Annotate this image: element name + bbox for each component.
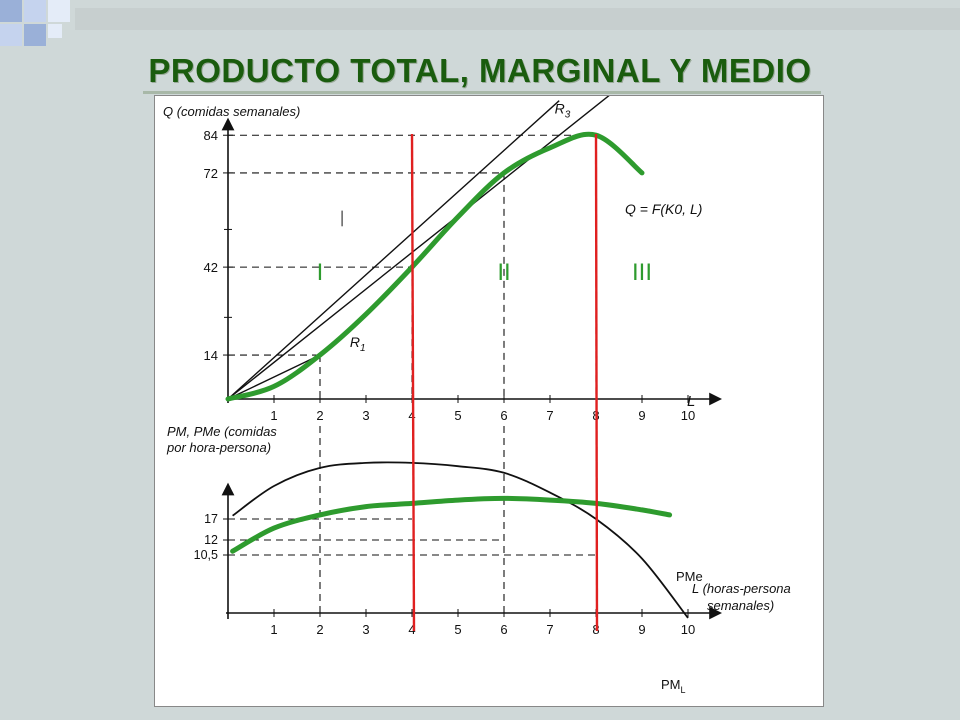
stage-boundary-8 [594,133,599,632]
bottom-x-tick-label: 10 [681,622,695,637]
bottom-x-tick-label: 6 [500,622,507,637]
series-label-PML: PML [661,677,686,695]
ray-R1 [227,354,321,400]
top-y-tick-label: 14 [204,348,218,363]
bottom-x-tick-label: 1 [270,622,277,637]
ray-label-R1: R1 [350,334,366,354]
stage-boundary-lines [410,133,599,632]
curve-label-Q: Q = F(K0, L) [625,201,702,217]
top-x-tick-label: 5 [454,408,461,423]
stage-label-II: II [497,259,510,286]
bottom-x-tick-label: 3 [362,622,369,637]
top-x-tick-label: 9 [638,408,645,423]
bottom-x-tick-label: 9 [638,622,645,637]
bottom-xlabel-line2: semanales) [707,598,774,613]
top-y-tick-label: 42 [204,260,218,275]
ray-R3 [227,100,560,400]
bottom-ylabel-line1: PM, PMe (comidas [167,424,277,439]
stage-boundary-4 [410,133,416,632]
stage-label-III: III [632,259,652,286]
slide-title: PRODUCTO TOTAL, MARGINAL Y MEDIO [148,52,812,89]
top-x-tick-label: 6 [500,408,507,423]
bottom-y-tick-label: 10,5 [194,548,218,562]
top-x-tick-label: 7 [546,408,553,423]
top-x-tick-label: 2 [316,408,323,423]
bottom-x-tick-label: 5 [454,622,461,637]
top-stage-labels: I II III [317,259,652,286]
top-ylabel: Q (comidas semanales) [163,104,300,119]
top-xlabel: L [687,393,695,410]
marginal-average-product-chart: PM, PMe (comidas por hora-persona) L (ho… [166,424,791,695]
average-product-curve [230,495,673,554]
bottom-xlabel-line1: L (horas-persona [692,581,791,596]
top-decoration-bar [75,8,960,30]
bottom-x-tick-label: 2 [316,622,323,637]
corner-decoration [0,0,80,50]
top-x-tick-label: 10 [681,408,695,423]
series-label-PMe: PMe [676,569,703,584]
title-underline [143,91,821,94]
bottom-y-tick-label: 17 [204,512,218,526]
ray-R2 [227,68,643,400]
marginal-product-curve [232,461,689,619]
top-x-tick-label: 1 [270,408,277,423]
total-product-chart: Q (comidas semanales) L Q = F(K0, L) 1 2 3… [163,47,722,423]
top-x-tick-label: 3 [362,408,369,423]
bottom-curves: PMe PML [230,461,703,695]
bottom-guides [228,426,596,613]
stage-label-I: I [317,259,324,286]
total-product-line [225,131,645,402]
total-product-curve [225,131,645,402]
ray-label-R3: R3 [555,100,571,120]
bottom-y-tick-label: 12 [204,533,218,547]
top-y-tick-label: 84 [204,128,218,143]
top-y-tick-label: 72 [204,166,218,181]
bottom-x-tick-label: 7 [546,622,553,637]
bottom-ylabel-line2: por hora-persona) [166,440,271,455]
bottom-x-tick-label: 4 [408,622,415,637]
